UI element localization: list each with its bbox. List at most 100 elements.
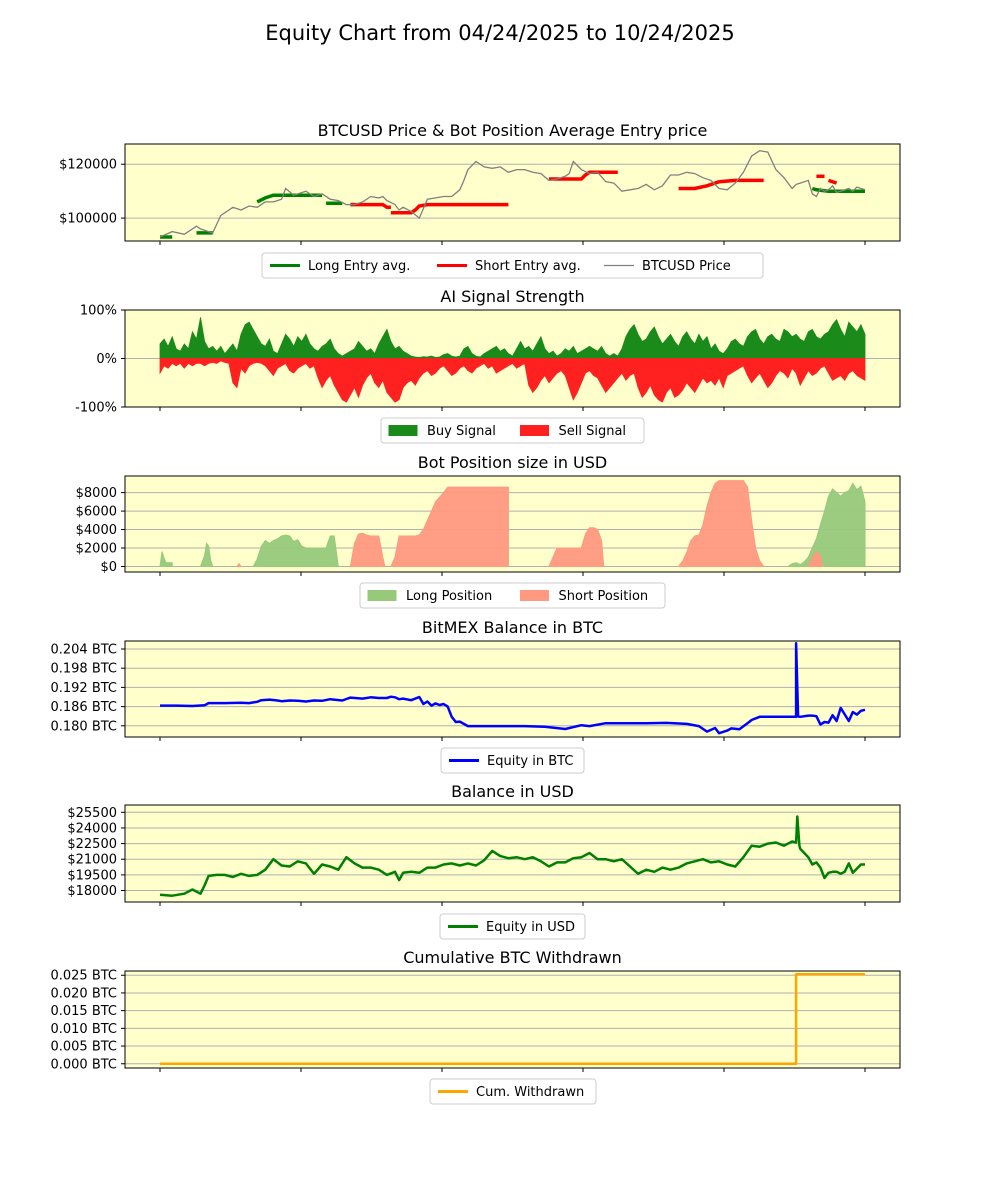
panel-title: BitMEX Balance in BTC	[422, 618, 603, 637]
data-layer	[160, 972, 865, 1066]
series-long-position	[786, 482, 866, 567]
series-buy-signal	[159, 317, 866, 359]
ytick-label: 0.020 BTC	[50, 986, 117, 1001]
plot-frame	[124, 309, 901, 408]
plot-frame	[124, 640, 901, 738]
data-layer	[159, 815, 865, 897]
series-short-entry-avg	[827, 178, 838, 185]
ytick-label: 0.000 BTC	[50, 1057, 117, 1072]
legend-label: Long Entry avg.	[308, 259, 410, 274]
legend-swatch	[367, 590, 397, 601]
legend-box	[440, 747, 585, 774]
series-short-position	[349, 532, 386, 567]
ytick-label: 0.015 BTC	[50, 1004, 117, 1019]
legend-label: Short Entry avg.	[475, 259, 581, 274]
series-long-position	[252, 534, 339, 567]
plot-background	[125, 476, 900, 572]
ytick-label: $100000	[59, 212, 117, 227]
series-short-entry-avg	[350, 202, 391, 210]
series-short-position	[236, 562, 242, 567]
legend-label: BTCUSD Price	[642, 259, 731, 274]
series-equity-in-btc	[160, 641, 866, 735]
legend-label: Equity in BTC	[487, 754, 573, 769]
plot-background	[125, 805, 900, 902]
data-layer	[159, 150, 866, 239]
series-short-entry-avg	[678, 178, 764, 191]
series-short-position	[390, 486, 509, 567]
ytick-label: 0.204 BTC	[50, 643, 117, 658]
ytick-label: $2000	[76, 542, 117, 557]
legend-label: Buy Signal	[427, 424, 496, 439]
panel-title: AI Signal Strength	[440, 287, 584, 306]
plot-frame	[124, 143, 901, 242]
plot-background	[125, 144, 900, 241]
series-short-position	[548, 527, 605, 567]
legend: Long Entry avg. Short Entry avg. BTCUSD Pr…	[261, 252, 764, 279]
panel-withdrawn: 0.000 BTC 0.005 BTC 0.010 BTC 0.015 BTC 0.02…	[50, 948, 901, 1105]
panel-usd_balance: $18000$19500$21000$22500$24000$25500 Bala…	[67, 782, 901, 940]
legend: Equity in USD	[439, 913, 586, 940]
ytick-label: $4000	[76, 523, 117, 538]
legend-box	[261, 252, 764, 279]
legend-label: Equity in USD	[486, 920, 575, 935]
series-long-position	[159, 551, 173, 567]
ytick-label: $22500	[67, 837, 117, 852]
ytick-label: 0.025 BTC	[50, 969, 117, 984]
legend-label: Cum. Withdrawn	[476, 1085, 584, 1100]
panel-title: Bot Position size in USD	[418, 453, 607, 472]
plot-background	[125, 971, 900, 1068]
ytick-label: 0.005 BTC	[50, 1040, 117, 1055]
legend-swatch	[388, 425, 418, 436]
ytick-label: 0.180 BTC	[50, 719, 117, 734]
legend: Cum. Withdrawn	[429, 1078, 597, 1105]
series-long-position	[199, 542, 214, 567]
ytick-label: -100%	[75, 401, 117, 416]
legend: Equity in BTC	[440, 747, 585, 774]
plot-frame	[124, 804, 901, 903]
legend-swatch	[520, 590, 549, 601]
ytick-label: 0.198 BTC	[50, 662, 117, 677]
panel-btc_balance: 0.180 BTC 0.186 BTC 0.192 BTC 0.198 BTC 0.20…	[50, 618, 901, 774]
plot-background	[125, 641, 900, 737]
data-layer	[160, 641, 866, 735]
series-long-entry-avg	[811, 186, 865, 193]
data-layer	[159, 317, 866, 403]
legend-label: Long Position	[406, 589, 492, 604]
ytick-label: $21000	[67, 853, 117, 868]
series-short-position	[807, 550, 824, 567]
ytick-label: 0%	[96, 352, 117, 367]
ytick-label: $120000	[59, 158, 117, 173]
panel-position: $0 $2000 $4000 $6000 $8000 Bot Position size …	[76, 453, 901, 609]
ytick-label: 0.186 BTC	[50, 700, 117, 715]
ytick-label: $18000	[67, 884, 117, 899]
series-btcusd-price	[159, 150, 866, 238]
legend-box	[380, 417, 645, 444]
ytick-label: $24000	[67, 821, 117, 836]
series-long-entry-avg	[256, 193, 286, 204]
panel-signal: -100% 0% 100% AI Signal Strength Buy Signal S…	[75, 287, 901, 444]
legend-box	[429, 1078, 597, 1105]
legend-box	[439, 913, 586, 940]
ytick-label: $0	[100, 560, 117, 575]
panel-title: BTCUSD Price & Bot Position Average Entr…	[318, 121, 708, 140]
panel-title: Balance in USD	[451, 782, 574, 801]
ytick-label: 100%	[80, 304, 117, 319]
legend-label: Short Position	[559, 589, 649, 604]
ytick-label: $8000	[76, 486, 117, 501]
panel-price: $100000 $120000 BTCUSD Price & Bot Positio…	[59, 121, 901, 279]
ytick-label: $19500	[67, 868, 117, 883]
plot-frame	[124, 970, 901, 1069]
ytick-label: $6000	[76, 505, 117, 520]
series-cum-withdrawn	[160, 972, 865, 1066]
ytick-label: $25500	[67, 806, 117, 821]
legend: Buy Signal Sell Signal	[380, 417, 645, 444]
figure-title: Equity Chart from 04/24/2025 to 10/24/20…	[265, 21, 735, 45]
series-equity-in-usd	[159, 815, 865, 897]
legend-box	[359, 582, 666, 609]
series-short-position	[677, 480, 765, 567]
plot-frame	[124, 475, 901, 573]
legend-label: Sell Signal	[559, 424, 627, 439]
ytick-label: 0.010 BTC	[50, 1022, 117, 1037]
data-layer	[159, 480, 866, 567]
